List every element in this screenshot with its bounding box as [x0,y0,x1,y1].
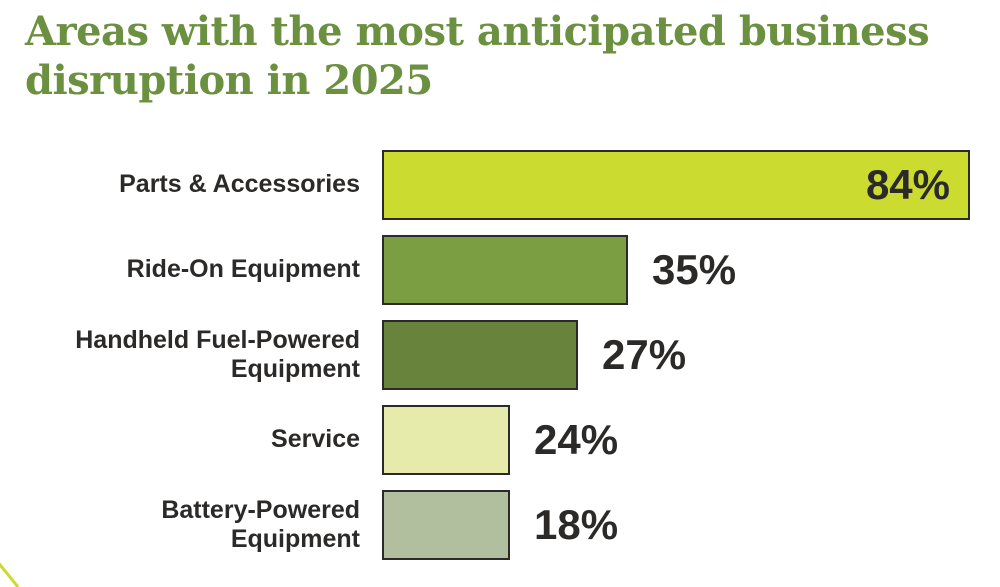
category-label: Battery-Powered Equipment [161,495,360,554]
chart-row: Battery-Powered Equipment 18% [0,490,1000,560]
bar [382,150,970,220]
value-label: 35% [652,246,737,293]
category-label: Service [271,425,360,454]
bar [382,235,628,305]
chart-title: Areas with the most anticipated business… [25,8,930,104]
chart-row: Parts & Accessories 84% [0,150,1000,220]
category-label: Ride-On Equipment [126,255,360,284]
value-label: 27% [602,331,687,378]
value-label: 24% [534,416,619,463]
value-label: 84% [865,161,950,208]
category-label: Handheld Fuel-Powered Equipment [75,325,360,384]
bar [382,490,510,560]
chart-row: Handheld Fuel-Powered Equipment 27% [0,320,1000,390]
chart-row: Service 24% [0,405,1000,475]
bar [382,405,510,475]
corner-accent-mark [0,562,20,587]
category-label: Parts & Accessories [119,170,360,199]
corner-accent-line [0,562,20,587]
bar [382,320,578,390]
chart-row: Ride-On Equipment 35% [0,235,1000,305]
value-label: 18% [534,501,619,548]
